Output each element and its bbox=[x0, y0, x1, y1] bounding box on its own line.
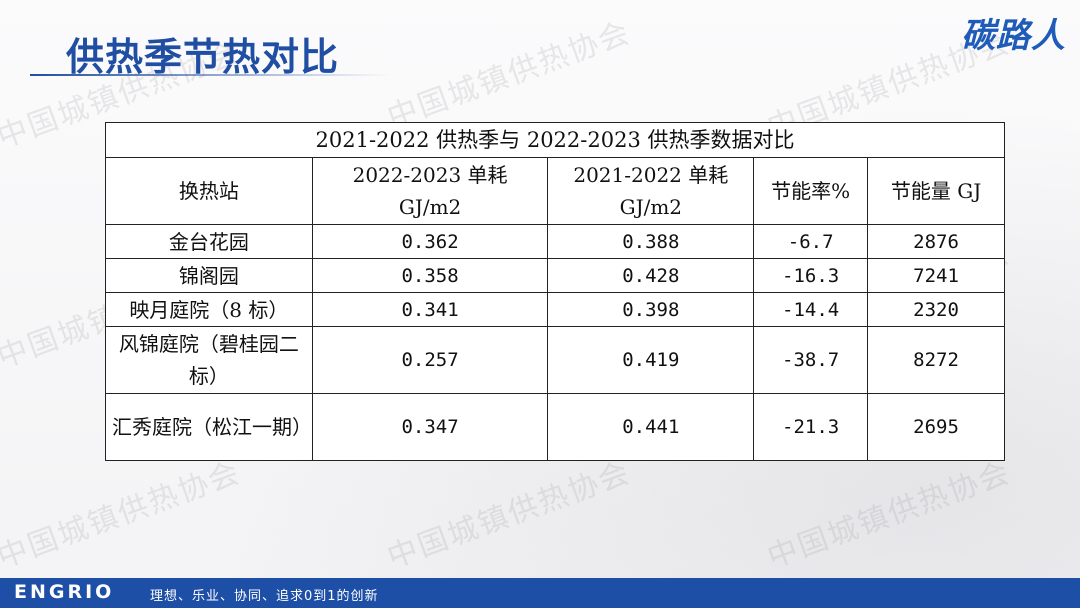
cell-station: 锦阁园 bbox=[105, 258, 313, 293]
cell-2021-2022: 0.428 bbox=[547, 258, 755, 293]
title-underline bbox=[30, 74, 390, 76]
cell-saving: 2320 bbox=[867, 292, 1005, 327]
cell-station: 风锦庭院（碧桂园二标） bbox=[105, 326, 313, 394]
header-2021-2022-consumption: 2021-2022 单耗 GJ/m2 bbox=[547, 157, 755, 225]
cell-2022-2023: 0.358 bbox=[311, 258, 549, 293]
cell-saving: 2876 bbox=[867, 224, 1005, 259]
cell-rate: -16.3 bbox=[753, 258, 869, 293]
cell-saving: 7241 bbox=[867, 258, 1005, 293]
cell-2021-2022: 0.441 bbox=[547, 393, 755, 461]
cell-2022-2023: 0.362 bbox=[311, 224, 549, 259]
table-row: 风锦庭院（碧桂园二标） 0.257 0.419 -38.7 8272 bbox=[105, 326, 1005, 394]
cell-station: 映月庭院（8 标） bbox=[105, 292, 313, 327]
cell-2022-2023: 0.341 bbox=[311, 292, 549, 327]
table-row: 映月庭院（8 标） 0.341 0.398 -14.4 2320 bbox=[105, 292, 1005, 327]
table-caption: 2021-2022 供热季与 2022-2023 供热季数据对比 bbox=[105, 122, 1005, 158]
cell-2021-2022: 0.388 bbox=[547, 224, 755, 259]
cell-2022-2023: 0.257 bbox=[311, 326, 549, 394]
cell-2021-2022: 0.419 bbox=[547, 326, 755, 394]
cell-2022-2023: 0.347 bbox=[311, 393, 549, 461]
cell-rate: -21.3 bbox=[753, 393, 869, 461]
header-saving-rate: 节能率% bbox=[753, 157, 869, 225]
footer-logo: ENGRIO bbox=[14, 581, 115, 603]
cell-rate: -6.7 bbox=[753, 224, 869, 259]
comparison-table: 2021-2022 供热季与 2022-2023 供热季数据对比 换热站 202… bbox=[105, 122, 1005, 461]
footer-bar: ENGRIO 理想、乐业、协同、追求0到1的创新 bbox=[0, 578, 1080, 608]
header-station: 换热站 bbox=[105, 157, 313, 225]
cell-rate: -14.4 bbox=[753, 292, 869, 327]
table-row: 锦阁园 0.358 0.428 -16.3 7241 bbox=[105, 258, 1005, 293]
table-row: 汇秀庭院（松江一期） 0.347 0.441 -21.3 2695 bbox=[105, 393, 1005, 461]
header-2022-2023-consumption: 2022-2023 单耗 GJ/m2 bbox=[311, 157, 549, 225]
footer-slogan: 理想、乐业、协同、追求0到1的创新 bbox=[150, 589, 379, 604]
table-header-row: 换热站 2022-2023 单耗 GJ/m2 2021-2022 单耗 GJ/m… bbox=[105, 157, 1005, 225]
cell-saving: 8272 bbox=[867, 326, 1005, 394]
cell-station: 金台花园 bbox=[105, 224, 313, 259]
cell-station: 汇秀庭院（松江一期） bbox=[105, 393, 313, 461]
table-row: 金台花园 0.362 0.388 -6.7 2876 bbox=[105, 224, 1005, 259]
page-title: 供热季节热对比 bbox=[66, 35, 340, 79]
table-caption-row: 2021-2022 供热季与 2022-2023 供热季数据对比 bbox=[105, 122, 1005, 158]
cell-saving: 2695 bbox=[867, 393, 1005, 461]
brand-logo: 碳路人 bbox=[961, 16, 1066, 56]
cell-rate: -38.7 bbox=[753, 326, 869, 394]
header-saving-amount: 节能量 GJ bbox=[867, 157, 1005, 225]
cell-2021-2022: 0.398 bbox=[547, 292, 755, 327]
